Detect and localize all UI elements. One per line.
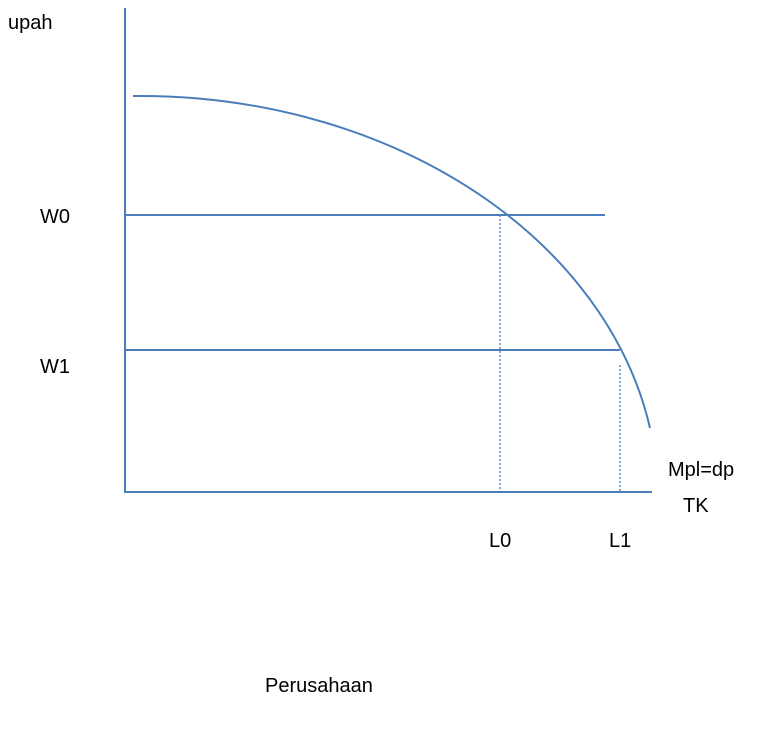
curve-label: Mpl=dp [668, 459, 734, 481]
x-axis-label: TK [683, 495, 709, 517]
quantity-label: L0 [489, 530, 511, 552]
mpl-curve [132, 94, 651, 429]
quantity-label: L1 [609, 530, 631, 552]
level-label: W0 [40, 206, 70, 228]
y-axis-label: upah [8, 12, 53, 34]
level-label: W1 [40, 356, 70, 378]
caption: Perusahaan [265, 675, 373, 697]
